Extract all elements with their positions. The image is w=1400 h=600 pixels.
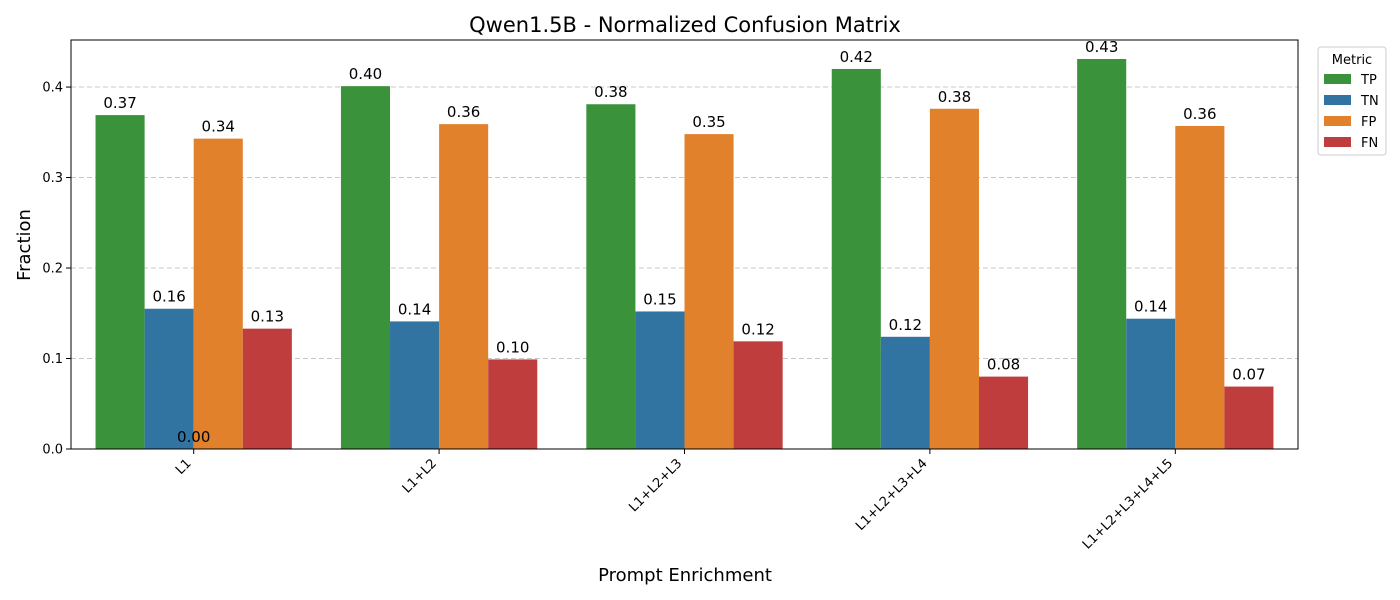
bar-fp — [929, 108, 979, 450]
legend-label-tn: TN — [1360, 94, 1379, 109]
data-label: 0.14 — [398, 300, 431, 318]
legend-swatch-tn — [1324, 95, 1351, 105]
x-axis-label: Prompt Enrichment — [598, 565, 772, 586]
data-label: 0.15 — [643, 290, 676, 308]
data-label: 0.16 — [152, 288, 185, 306]
data-label: 0.14 — [1134, 298, 1167, 316]
y-tick-label: 0.1 — [42, 352, 63, 367]
legend-label-tp: TP — [1360, 73, 1377, 88]
annotation-zero: 0.00 — [177, 428, 210, 446]
data-label: 0.43 — [1085, 38, 1118, 56]
plot-frame — [70, 39, 1299, 450]
data-label: 0.36 — [1183, 105, 1216, 123]
y-tick-label: 0.0 — [42, 443, 63, 458]
legend: Metric TP TN FP FN — [1317, 46, 1387, 156]
data-label: 0.36 — [447, 103, 480, 121]
bar-tn — [390, 321, 440, 449]
x-tick-label: L1+L2+L3+L4+L5 — [1080, 456, 1176, 552]
bar-fn — [733, 341, 783, 449]
data-label: 0.12 — [741, 320, 774, 338]
bar-tn — [635, 311, 685, 449]
x-tick-label: L1+L2+L3 — [626, 456, 685, 515]
y-tick-label: 0.2 — [42, 262, 63, 277]
data-label: 0.12 — [889, 316, 922, 334]
data-label: 0.10 — [496, 338, 529, 356]
legend-label-fp: FP — [1361, 115, 1376, 130]
legend-swatch-fn — [1324, 137, 1351, 147]
bars-group — [95, 59, 1274, 450]
bar-tn — [1126, 318, 1176, 449]
bar-fn — [1224, 386, 1274, 449]
data-label: 0.38 — [594, 83, 627, 101]
bar-tp — [586, 104, 636, 449]
bar-tp — [95, 115, 145, 450]
bar-fp — [684, 134, 734, 449]
data-label: 0.34 — [202, 118, 235, 136]
x-tick-label: L1 — [173, 456, 195, 478]
bar-tn — [880, 336, 930, 449]
data-label: 0.37 — [103, 94, 136, 112]
legend-swatch-fp — [1324, 116, 1351, 126]
y-axis-label: Fraction — [14, 209, 35, 281]
y-tick-label: 0.4 — [42, 81, 63, 96]
bar-tp — [831, 68, 881, 449]
x-tick-label: L1+L2+L3+L4 — [853, 456, 931, 534]
data-label: 0.38 — [938, 88, 971, 106]
bar-tn — [144, 308, 194, 449]
bar-tp — [340, 86, 391, 450]
bar-fn — [242, 328, 292, 449]
bar-fp — [1175, 125, 1225, 449]
data-label: 0.07 — [1232, 366, 1265, 384]
legend-title: Metric — [1332, 53, 1372, 68]
bar-tp — [1077, 59, 1127, 450]
y-tick-label: 0.3 — [42, 171, 63, 186]
x-tick-label: L1+L2 — [400, 456, 440, 496]
data-label: 0.35 — [692, 113, 725, 131]
data-label: 0.40 — [349, 65, 382, 83]
data-label: 0.42 — [840, 48, 873, 66]
bar-fp — [439, 124, 489, 450]
legend-swatch-tp — [1324, 74, 1351, 84]
chart-title: Qwen1.5B - Normalized Confusion Matrix — [469, 13, 901, 37]
data-labels-group: 0.37 0.16 0.34 0.13 0.40 0.14 0.36 0.10 0.38 0.15… — [103, 38, 1265, 446]
data-label: 0.13 — [251, 308, 284, 326]
bar-fn — [978, 376, 1029, 449]
legend-label-fn: FN — [1361, 136, 1378, 151]
bar-fn — [488, 359, 538, 449]
data-label: 0.08 — [987, 356, 1020, 374]
bar-fp — [193, 138, 243, 449]
